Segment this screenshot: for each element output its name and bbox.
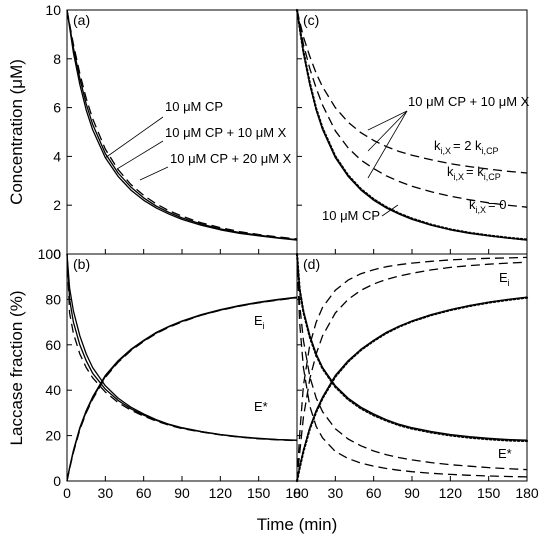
annot-c-k1: ki,X = ki,CP [447, 164, 501, 182]
annot-b-ei: Ei [254, 313, 265, 331]
y-tick-label-b-20: 20 [45, 428, 61, 444]
series-d-1 [295, 296, 529, 483]
x-tick-label-d-120: 120 [439, 485, 463, 501]
series-d-7 [296, 253, 528, 478]
series-c-3 [296, 9, 528, 174]
series-a-1 [66, 9, 298, 241]
leader-a-cp [104, 116, 164, 159]
y-axis-label-top: Concentration (μM) [7, 59, 26, 205]
annot-c-cp-x10: 10 μM CP + 10 μM X [408, 94, 530, 109]
y-tick-label-a-2: 2 [53, 197, 61, 213]
series-d-6 [296, 253, 528, 471]
series-a-2 [66, 9, 298, 240]
y-tick-label-b-80: 80 [45, 291, 61, 307]
series-c-2 [296, 9, 528, 208]
leader-a-cp-x20 [139, 166, 169, 181]
leader-c-cp [381, 204, 399, 217]
x-tick-label-b-60: 60 [136, 485, 152, 501]
x-tick-label-d-30: 30 [328, 485, 344, 501]
x-tick-label-b-180: 180 [285, 485, 309, 501]
y-tick-label-b-0: 0 [53, 473, 61, 489]
y-tick-label-a-4: 4 [53, 148, 61, 164]
series-b-4 [66, 253, 298, 442]
annot-c-k2: ki,X = 2 ki,CP [434, 138, 499, 156]
y-tick-label-b-100: 100 [38, 246, 62, 262]
series-d-4 [296, 253, 528, 441]
annot-a-cp-x10: 10 μM CP + 10 μM X [165, 125, 287, 140]
panel-b-frame [66, 253, 298, 482]
series-c-1 [295, 8, 529, 241]
x-tick-label-b-150: 150 [247, 485, 271, 501]
x-tick-label-b-90: 90 [174, 485, 190, 501]
series-b-5 [66, 253, 298, 442]
series-a-0 [66, 9, 298, 241]
series-d-5 [295, 252, 529, 443]
annot-c-cp: 10 μM CP [322, 208, 380, 223]
y-axis-label-bottom: Laccase fraction (%) [7, 291, 26, 446]
annot-a-cp: 10 μM CP [165, 99, 223, 114]
x-tick-label-d-90: 90 [404, 485, 420, 501]
y-tick-label-a-8: 8 [53, 51, 61, 67]
y-tick-label-a-6: 6 [53, 100, 61, 116]
x-tick-label-b-0: 0 [63, 485, 71, 501]
y-tick-label-b-60: 60 [45, 337, 61, 353]
panel-label-c: (c) [303, 12, 319, 28]
y-tick-label-a-10: 10 [45, 2, 61, 18]
x-tick-label-d-0: 0 [293, 485, 301, 501]
y-tick-label-a-0: 0 [53, 246, 61, 262]
annot-a-cp-x20: 10 μM CP + 20 μM X [170, 151, 292, 166]
series-b-2 [66, 297, 298, 482]
leader-c-2 [367, 110, 408, 152]
x-axis-label: Time (min) [257, 515, 338, 534]
y-tick-label-b-40: 40 [45, 382, 61, 398]
x-tick-label-b-120: 120 [209, 485, 233, 501]
panel-label-a: (a) [73, 12, 90, 28]
panel-label-b: (b) [73, 256, 90, 272]
series-d-2 [296, 261, 528, 482]
annot-d-estar: E* [498, 446, 512, 461]
panel-label-d: (d) [303, 256, 320, 272]
x-tick-label-d-60: 60 [366, 485, 382, 501]
annot-b-estar: E* [254, 399, 268, 414]
leader-a-cp-x10 [116, 140, 164, 170]
curves-layer [66, 8, 529, 483]
annot-c-k0: ki,X = 0 [469, 197, 506, 215]
annot-d-ei: Ei [499, 270, 510, 288]
leader-c-1 [367, 110, 408, 131]
x-tick-label-d-150: 150 [477, 485, 501, 501]
leader-c-3 [367, 110, 408, 179]
series-d-0 [296, 296, 528, 482]
series-d-3 [296, 256, 528, 482]
x-tick-label-b-30: 30 [98, 485, 114, 501]
x-tick-label-d-180: 180 [515, 485, 539, 501]
